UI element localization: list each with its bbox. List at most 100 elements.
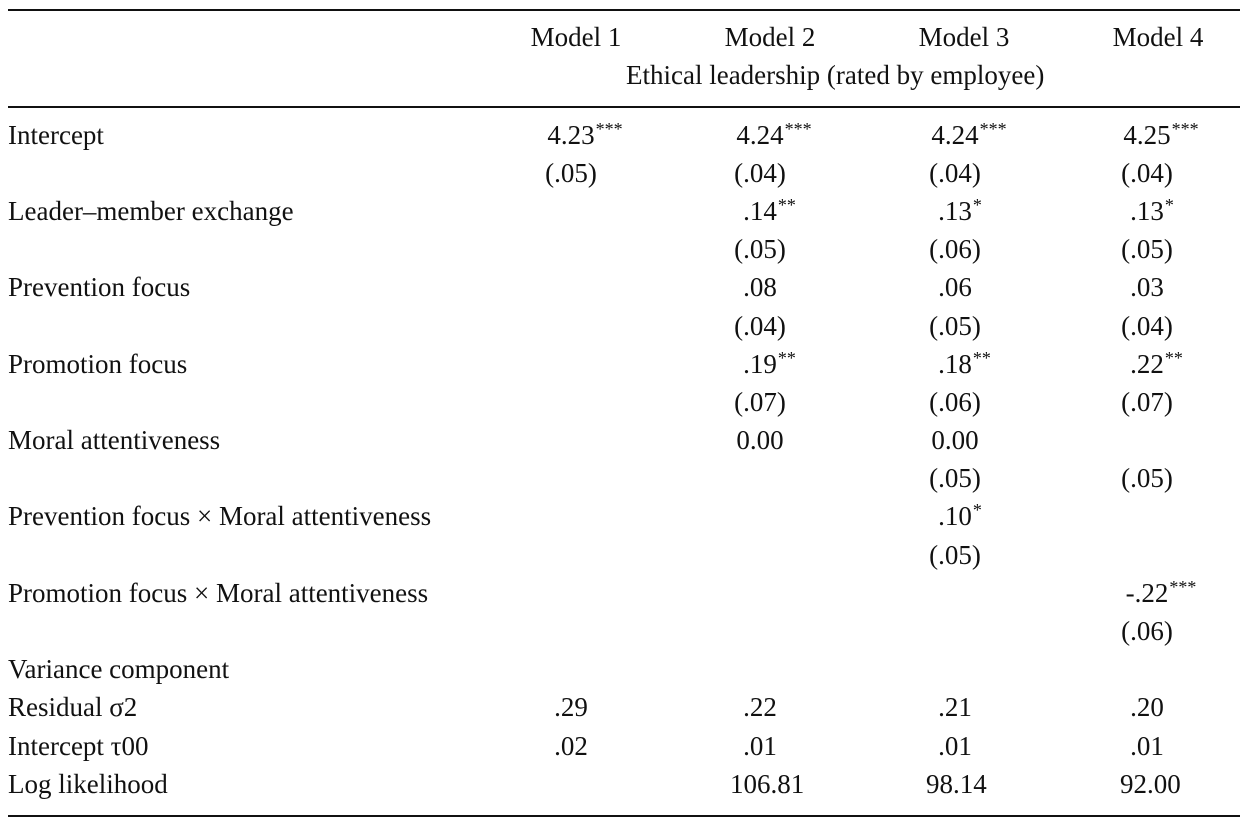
row-label: Promotion focus × Moral attentiveness xyxy=(8,577,429,608)
cell-model-1: 4.23*** xyxy=(538,116,730,154)
cell-model-4: (.07) xyxy=(1120,383,1240,421)
cell-model-1 xyxy=(538,765,730,803)
cell-value: 4.23 xyxy=(547,119,595,150)
model-4-header: Model 4 xyxy=(1112,22,1204,52)
cell-model-1 xyxy=(538,192,730,230)
cell-model-1 xyxy=(538,383,730,421)
cell-value: (.04) xyxy=(929,157,981,188)
cell-value: 4.24 xyxy=(931,119,979,150)
cell-model-3: (.04) xyxy=(926,154,1120,192)
cell-value: .13 xyxy=(1130,195,1164,226)
model-2-header: Model 2 xyxy=(724,22,816,52)
cell-model-4: .01 xyxy=(1120,727,1240,765)
cell-model-2: .22 xyxy=(730,689,926,727)
cell-model-3: (.06) xyxy=(926,383,1120,421)
cell-model-4: -.22*** xyxy=(1120,574,1240,612)
cell-value: (.05) xyxy=(545,157,597,188)
table-row: Log likelihood 106.81 98.14 92.00 xyxy=(8,765,1240,803)
row-label: Leader–member exchange xyxy=(8,195,294,226)
row-label: Log likelihood xyxy=(8,768,168,799)
cell-value: 92.00 xyxy=(1120,768,1181,799)
cell-value: 0.00 xyxy=(931,425,979,456)
cell-model-2 xyxy=(730,612,926,650)
cell-model-2 xyxy=(730,536,926,574)
cell-value: .18 xyxy=(938,348,972,379)
cell-model-2: (.04) xyxy=(730,307,926,345)
cell-model-1 xyxy=(538,460,730,498)
cell-model-1: .29 xyxy=(538,689,730,727)
cell-value: .20 xyxy=(1130,692,1164,723)
row-label: Promotion focus xyxy=(8,348,188,379)
cell-model-3: .13* xyxy=(926,192,1120,230)
cell-model-3 xyxy=(926,574,1120,612)
cell-model-2 xyxy=(730,498,926,536)
cell-model-3: (.05) xyxy=(926,460,1120,498)
cell-model-2: (.07) xyxy=(730,383,926,421)
table-row: Prevention focus × Moral attentiveness .1… xyxy=(8,498,1240,536)
cell-model-4 xyxy=(1120,536,1240,574)
cell-model-2: 4.24*** xyxy=(730,116,926,154)
cell-model-4 xyxy=(1120,498,1240,536)
cell-model-4: .03 xyxy=(1120,269,1240,307)
cell-value: (.05) xyxy=(1121,463,1173,494)
table-row: Leader–member exchange .14** .13* .13* xyxy=(8,192,1240,230)
cell-model-3: .06 xyxy=(926,269,1120,307)
row-label: Intercept τ00 xyxy=(8,730,149,761)
cell-value: 4.25 xyxy=(1123,119,1171,150)
row-label xyxy=(8,460,538,498)
cell-model-4: (.05) xyxy=(1120,231,1240,269)
dependent-variable-subheader: Ethical leadership (rated by employee) xyxy=(626,60,1045,90)
cell-value: (.05) xyxy=(929,463,981,494)
significance-stars: * xyxy=(972,194,982,215)
cell-model-3 xyxy=(926,651,1120,689)
cell-value: 4.24 xyxy=(736,119,784,150)
cell-model-2: (.04) xyxy=(730,154,926,192)
row-label: Prevention focus × Moral attentiveness xyxy=(8,501,432,532)
cell-model-2: .19** xyxy=(730,345,926,383)
cell-value: (.04) xyxy=(734,310,786,341)
significance-stars: ** xyxy=(1164,347,1183,368)
cell-value: .01 xyxy=(743,730,777,761)
model-1-header: Model 1 xyxy=(530,22,622,52)
cell-model-2: .01 xyxy=(730,727,926,765)
cell-value: .10 xyxy=(938,501,972,532)
table-row: Promotion focus × Moral attentiveness -.2… xyxy=(8,574,1240,612)
table-row: Moral attentiveness 0.00 0.00 xyxy=(8,422,1240,460)
cell-model-2 xyxy=(730,574,926,612)
table-row: (.04) (.05) (.04) xyxy=(8,307,1240,345)
table-row: (.06) xyxy=(8,612,1240,650)
table-row: (.05) (.06) (.05) xyxy=(8,231,1240,269)
cell-model-2 xyxy=(730,460,926,498)
cell-value: .03 xyxy=(1130,272,1164,303)
cell-model-1 xyxy=(538,498,730,536)
cell-model-1 xyxy=(538,536,730,574)
cell-model-2: 106.81 xyxy=(730,765,926,803)
cell-model-4 xyxy=(1120,422,1240,460)
row-label xyxy=(8,307,538,345)
regression-table: Intercept 4.23*** 4.24*** 4.24*** 4.25*** (.0… xyxy=(8,116,1240,803)
cell-value: (.05) xyxy=(929,310,981,341)
table-row: Variance component xyxy=(8,651,1240,689)
cell-model-2: .14** xyxy=(730,192,926,230)
row-label: Moral attentiveness xyxy=(8,425,221,456)
cell-model-3 xyxy=(926,612,1120,650)
cell-value: .14 xyxy=(743,195,777,226)
cell-model-3: 0.00 xyxy=(926,422,1120,460)
cell-model-3: .18** xyxy=(926,345,1120,383)
cell-model-1 xyxy=(538,422,730,460)
cell-model-2: 0.00 xyxy=(730,422,926,460)
row-label: Intercept xyxy=(8,119,104,150)
cell-model-4: .13* xyxy=(1120,192,1240,230)
row-label: Prevention focus xyxy=(8,272,191,303)
header-rule xyxy=(8,106,1240,108)
cell-value: -.22 xyxy=(1125,577,1169,608)
cell-model-1 xyxy=(538,651,730,689)
cell-model-4: .20 xyxy=(1120,689,1240,727)
cell-value: .29 xyxy=(554,692,588,723)
cell-value: (.05) xyxy=(929,539,981,570)
significance-stars: ** xyxy=(972,347,991,368)
table-row: (.05) (.04) (.04) (.04) xyxy=(8,154,1240,192)
cell-value: (.06) xyxy=(929,386,981,417)
row-label: Residual σ2 xyxy=(8,692,138,723)
significance-stars: *** xyxy=(979,118,1007,139)
